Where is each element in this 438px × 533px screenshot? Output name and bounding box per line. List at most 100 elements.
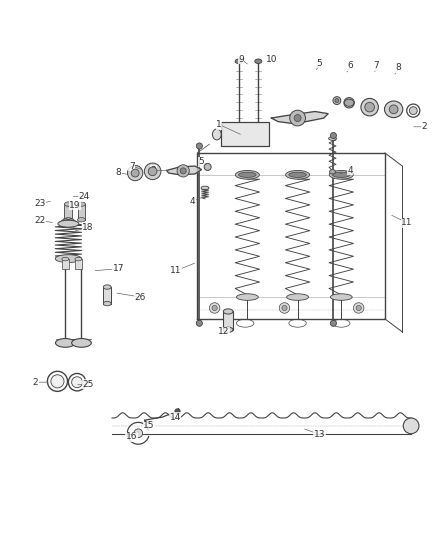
- Ellipse shape: [410, 107, 417, 115]
- Text: 4: 4: [347, 166, 353, 175]
- Ellipse shape: [64, 217, 72, 222]
- Text: 11: 11: [401, 219, 413, 228]
- Bar: [78, 204, 85, 220]
- Text: 12: 12: [218, 327, 229, 336]
- Text: 22: 22: [34, 216, 46, 225]
- Circle shape: [403, 418, 419, 434]
- Ellipse shape: [235, 59, 242, 63]
- Bar: [223, 311, 233, 330]
- Ellipse shape: [289, 172, 306, 177]
- Ellipse shape: [361, 99, 378, 116]
- Text: 2: 2: [421, 122, 427, 131]
- Text: 13: 13: [314, 430, 325, 439]
- Polygon shape: [272, 111, 328, 123]
- Text: 19: 19: [69, 201, 81, 210]
- Ellipse shape: [332, 172, 350, 177]
- Ellipse shape: [131, 169, 139, 177]
- Ellipse shape: [223, 309, 233, 314]
- Text: 5: 5: [317, 59, 322, 68]
- Ellipse shape: [204, 164, 211, 171]
- Text: 10: 10: [265, 54, 277, 63]
- Circle shape: [356, 305, 361, 311]
- Ellipse shape: [75, 257, 82, 261]
- Bar: [75, 259, 82, 269]
- Text: 7: 7: [373, 61, 379, 70]
- Ellipse shape: [72, 338, 91, 348]
- Ellipse shape: [103, 302, 111, 306]
- Bar: [64, 204, 72, 220]
- Ellipse shape: [60, 220, 77, 226]
- Ellipse shape: [365, 102, 374, 112]
- Text: 25: 25: [82, 380, 94, 389]
- Ellipse shape: [78, 202, 85, 206]
- Text: 17: 17: [113, 264, 124, 273]
- Ellipse shape: [287, 294, 308, 300]
- Text: 26: 26: [135, 293, 146, 302]
- Circle shape: [294, 115, 301, 122]
- Circle shape: [282, 305, 287, 311]
- Ellipse shape: [385, 101, 403, 118]
- Ellipse shape: [56, 338, 75, 348]
- Ellipse shape: [235, 171, 259, 179]
- Polygon shape: [166, 166, 201, 175]
- Circle shape: [175, 409, 180, 414]
- Circle shape: [353, 303, 364, 313]
- Ellipse shape: [201, 186, 209, 190]
- Circle shape: [134, 429, 143, 438]
- Text: 9: 9: [238, 54, 244, 63]
- Ellipse shape: [255, 59, 262, 63]
- Text: 16: 16: [126, 432, 138, 441]
- Text: 6: 6: [347, 61, 353, 70]
- Ellipse shape: [223, 327, 233, 333]
- Text: 15: 15: [143, 422, 155, 430]
- Ellipse shape: [329, 169, 336, 174]
- Ellipse shape: [329, 171, 353, 179]
- Bar: [221, 123, 269, 147]
- Circle shape: [62, 219, 68, 224]
- Ellipse shape: [78, 217, 85, 222]
- Bar: [103, 287, 111, 304]
- Text: 4: 4: [190, 197, 196, 206]
- Ellipse shape: [127, 165, 143, 181]
- Ellipse shape: [212, 129, 221, 140]
- Text: 23: 23: [34, 199, 46, 208]
- Circle shape: [290, 110, 305, 126]
- Bar: [62, 259, 69, 269]
- Circle shape: [212, 305, 217, 311]
- Ellipse shape: [237, 294, 258, 300]
- Circle shape: [330, 320, 336, 326]
- Circle shape: [177, 165, 189, 177]
- Text: 24: 24: [78, 192, 89, 201]
- Text: 5: 5: [199, 157, 205, 166]
- Circle shape: [330, 133, 336, 139]
- Circle shape: [196, 320, 202, 326]
- Text: 8: 8: [116, 168, 121, 177]
- Text: 14: 14: [170, 413, 181, 422]
- Circle shape: [209, 303, 220, 313]
- Ellipse shape: [55, 255, 81, 263]
- Ellipse shape: [333, 96, 341, 104]
- Text: 1: 1: [216, 120, 222, 129]
- Ellipse shape: [64, 202, 72, 206]
- Text: 11: 11: [170, 266, 181, 276]
- Text: 2: 2: [33, 378, 39, 387]
- Ellipse shape: [51, 375, 64, 388]
- Ellipse shape: [330, 294, 352, 300]
- Ellipse shape: [62, 257, 69, 261]
- Ellipse shape: [72, 377, 82, 387]
- Circle shape: [196, 143, 202, 149]
- Circle shape: [180, 168, 186, 174]
- Ellipse shape: [148, 167, 157, 176]
- Ellipse shape: [103, 285, 111, 289]
- Ellipse shape: [328, 137, 336, 140]
- Circle shape: [279, 303, 290, 313]
- Ellipse shape: [286, 171, 310, 179]
- Ellipse shape: [145, 163, 161, 180]
- Text: 8: 8: [395, 63, 401, 72]
- Text: 7: 7: [129, 161, 134, 171]
- Text: 3: 3: [151, 166, 156, 175]
- Circle shape: [68, 219, 74, 224]
- Ellipse shape: [239, 172, 256, 177]
- Text: 18: 18: [82, 223, 94, 232]
- Ellipse shape: [335, 99, 339, 102]
